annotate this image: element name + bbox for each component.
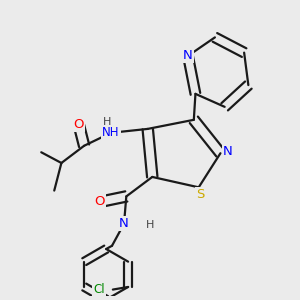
Text: N: N [223,145,232,158]
Text: S: S [196,188,205,201]
Text: N: N [183,50,193,62]
Text: H: H [146,220,154,230]
Text: Cl: Cl [93,283,105,296]
Text: NH: NH [102,126,120,139]
Text: O: O [94,195,105,208]
Text: O: O [73,118,84,130]
Text: H: H [103,117,111,128]
Text: N: N [119,217,129,230]
